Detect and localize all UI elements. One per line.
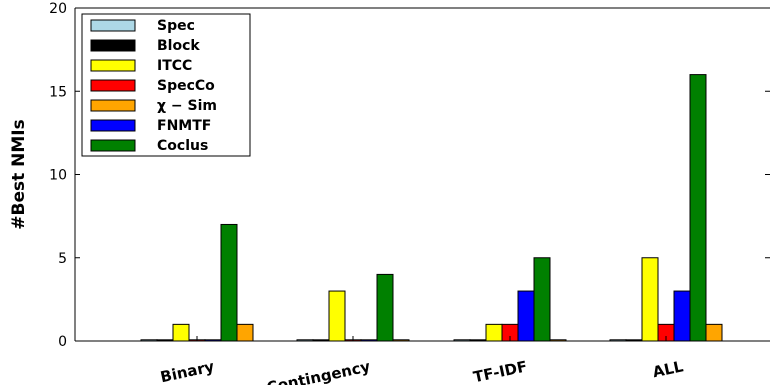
legend: Spec Block ITCC SpecCo χ − Sim FNMTF Coclus xyxy=(81,13,251,157)
bar-tf-idf-4 xyxy=(517,290,535,342)
legend-swatch xyxy=(90,19,136,32)
plot-area: 0 5 10 15 20 #Best NMIs Binary Contingency TF-ID… xyxy=(9,1,770,385)
bar-tf-idf-2 xyxy=(485,323,503,342)
bar-contingency-4 xyxy=(360,339,378,342)
bar-tf-idf-5 xyxy=(533,257,551,342)
bar-all-1 xyxy=(625,339,643,342)
y-tick-label: 5 xyxy=(58,251,67,267)
legend-label: χ − Sim xyxy=(157,98,217,114)
bar-all-0 xyxy=(609,339,627,342)
x-tick-label: ALL xyxy=(651,357,685,381)
bar-contingency-1 xyxy=(312,339,330,342)
y-tick-label: 15 xyxy=(49,84,67,100)
legend-label: Block xyxy=(157,38,200,54)
bar-binary-4 xyxy=(204,339,222,342)
x-tick-label: Binary xyxy=(159,357,216,385)
legend-label: Coclus xyxy=(157,138,208,154)
legend-swatch xyxy=(90,39,136,52)
bar-contingency-5 xyxy=(376,273,394,342)
bar-binary-2 xyxy=(172,323,190,342)
y-tick-label: 20 xyxy=(49,1,67,17)
bar-binary-0 xyxy=(140,339,158,342)
legend-swatch xyxy=(90,59,136,72)
bar-all-4 xyxy=(673,290,691,342)
bar-binary-5 xyxy=(220,223,238,342)
y-tick-label: 10 xyxy=(49,168,67,184)
bar-contingency-0 xyxy=(296,339,314,342)
bar-tf-idf-1 xyxy=(469,339,487,342)
legend-swatch xyxy=(90,119,136,132)
bar-all-2 xyxy=(641,257,659,342)
x-tick-label: Contingency xyxy=(265,357,372,385)
legend-swatch xyxy=(90,99,136,112)
bar-all-5 xyxy=(689,74,707,342)
bar-contingency-6 xyxy=(392,339,410,342)
legend-swatch xyxy=(90,139,136,152)
y-axis-label: #Best NMIs xyxy=(9,119,29,229)
legend-label: SpecCo xyxy=(157,78,215,94)
legend-swatch xyxy=(90,79,136,92)
bar-binary-6 xyxy=(236,323,254,342)
y-tick-label: 0 xyxy=(58,334,67,350)
legend-label: Spec xyxy=(157,18,195,34)
bar-tf-idf-6 xyxy=(549,339,567,342)
legend-label: ITCC xyxy=(157,58,192,74)
bar-binary-1 xyxy=(156,339,174,342)
bar-all-6 xyxy=(705,323,723,342)
bar-contingency-2 xyxy=(328,290,346,342)
x-tick-label: TF-IDF xyxy=(472,357,529,385)
bar-tf-idf-0 xyxy=(453,339,471,342)
legend-label: FNMTF xyxy=(157,118,211,134)
